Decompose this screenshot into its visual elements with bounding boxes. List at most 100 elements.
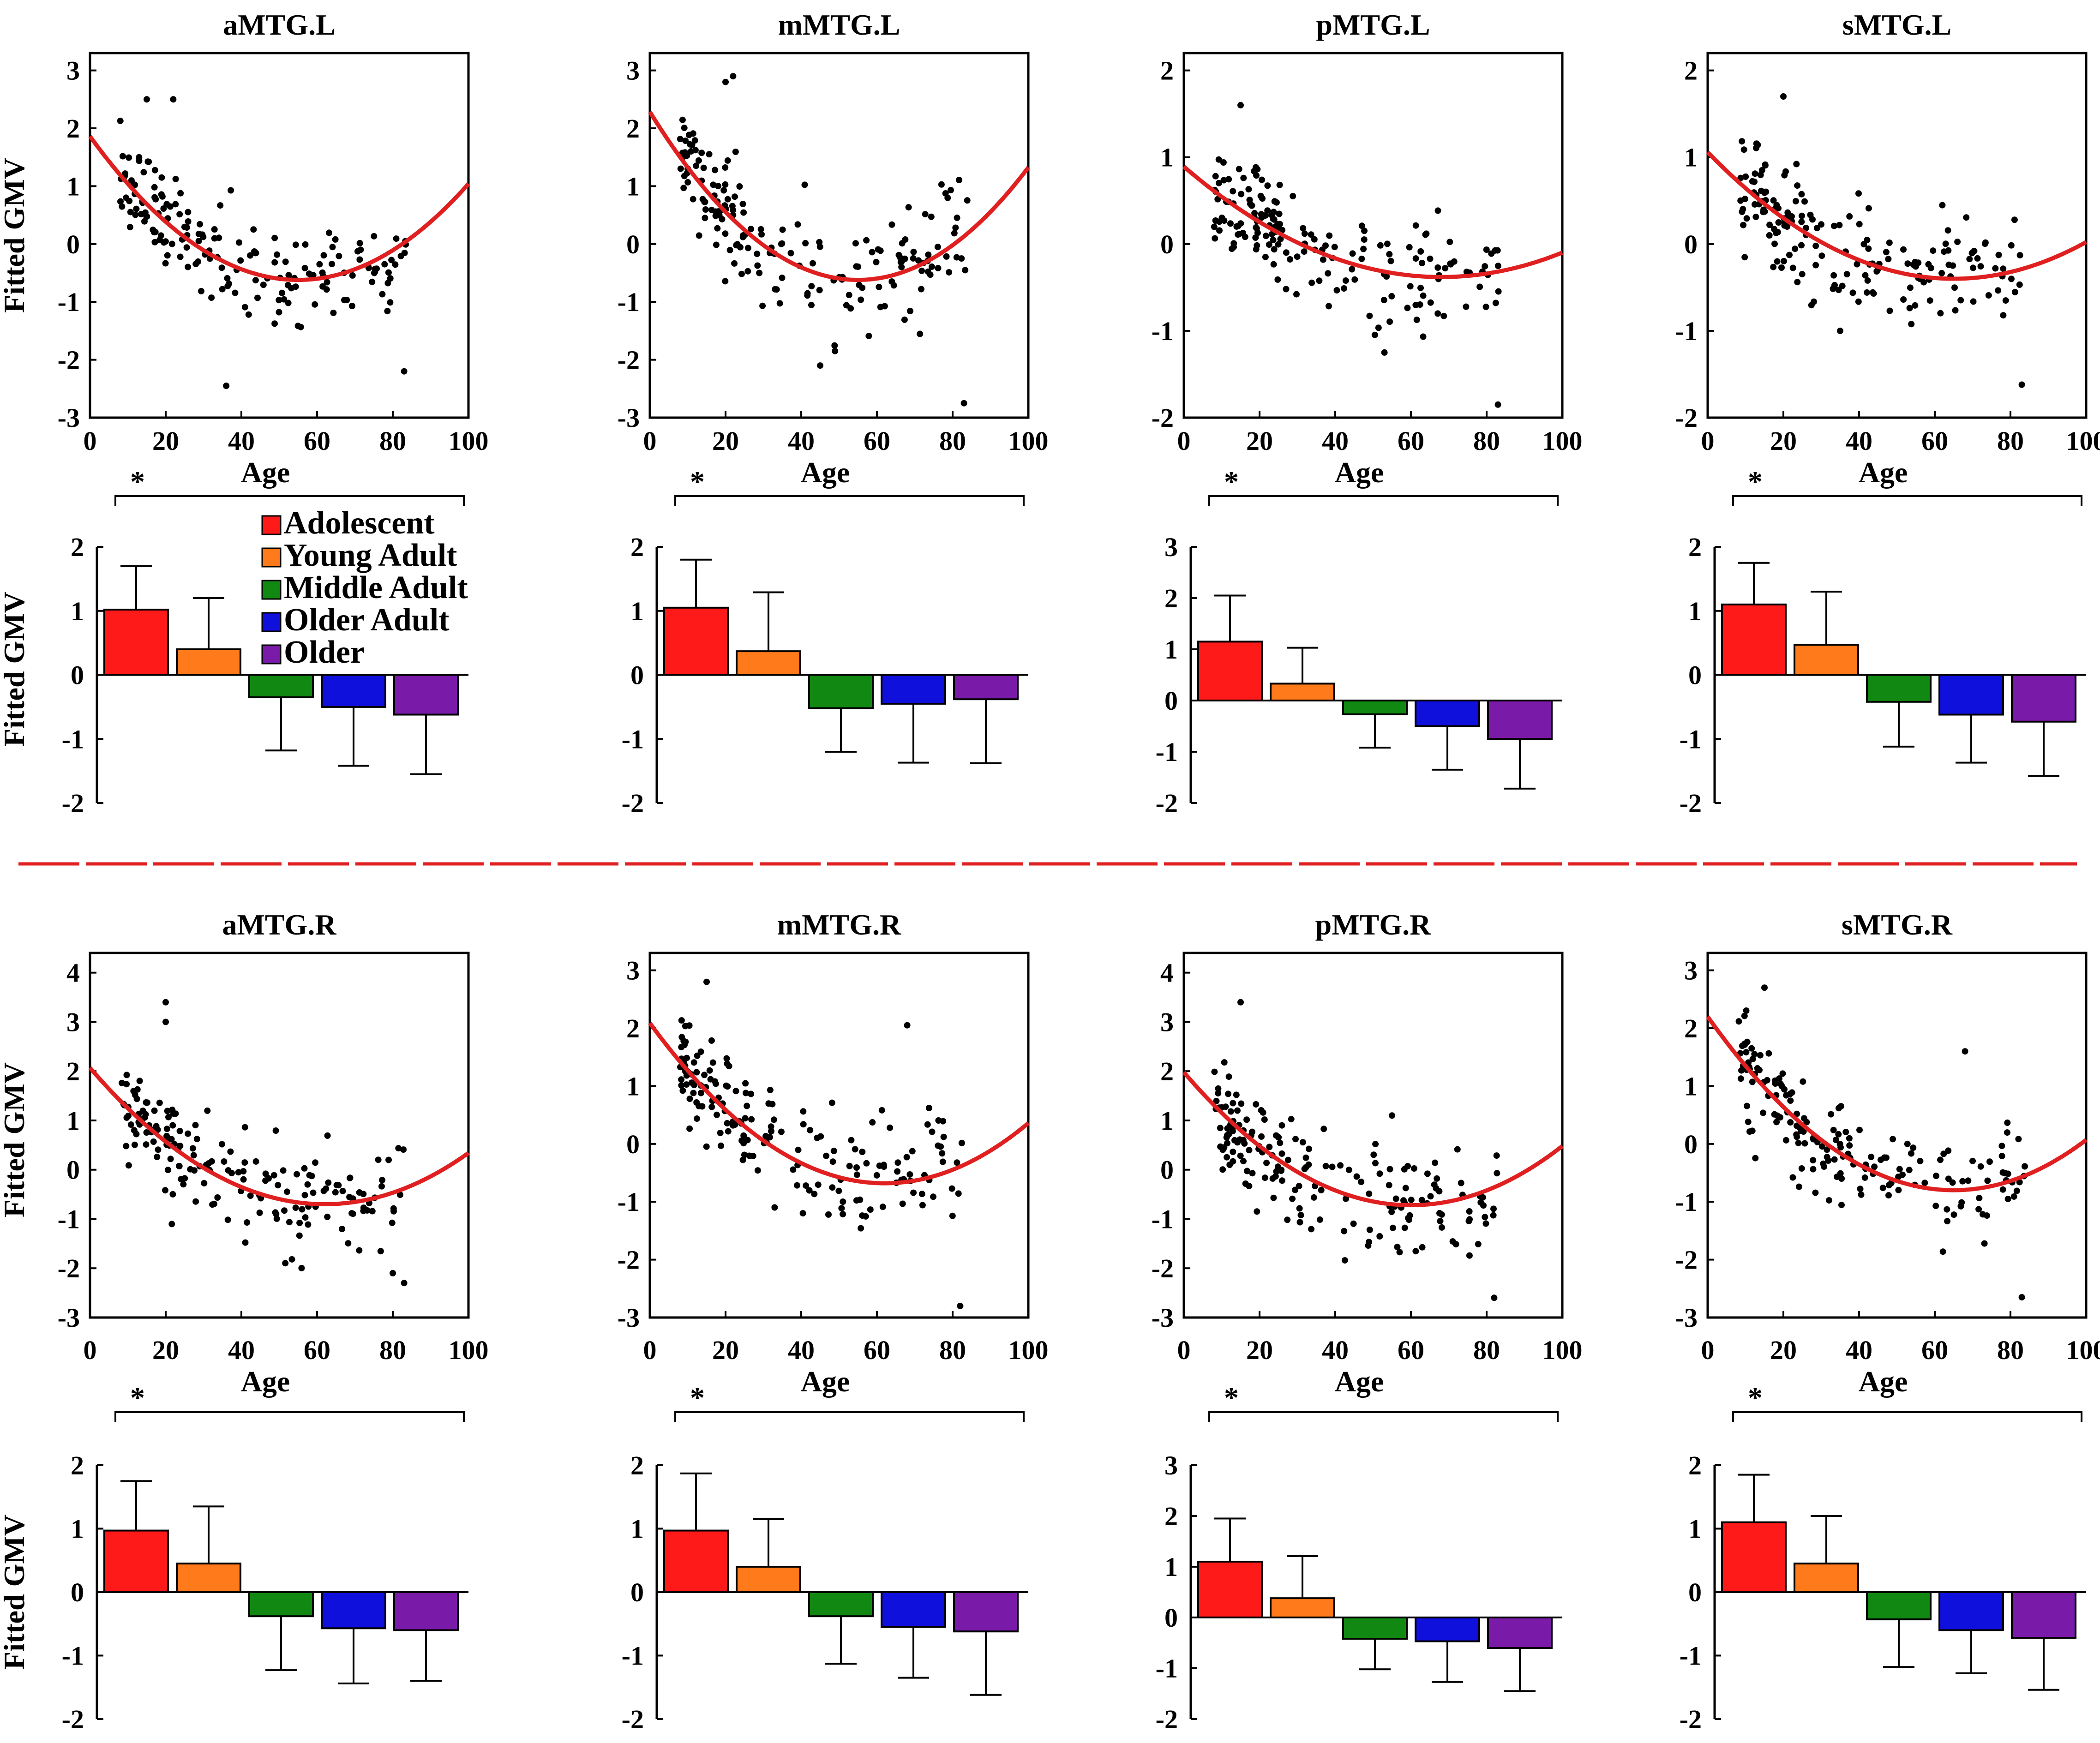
- scatter-point: [1917, 1157, 1924, 1164]
- scatter-point: [1392, 1195, 1399, 1202]
- y-tick-label: 2: [66, 1056, 80, 1086]
- scatter-point: [754, 251, 761, 258]
- scatter-point: [1945, 261, 1952, 268]
- y-tick-label: 0: [1684, 229, 1698, 259]
- scatter-point: [1774, 258, 1781, 265]
- scatter-point: [1494, 401, 1501, 408]
- scatter-point: [197, 221, 203, 228]
- legend-label: Middle Adult: [284, 570, 468, 605]
- scatter-point: [181, 223, 188, 230]
- x-tick-label: 0: [1701, 426, 1715, 456]
- scatter-point: [132, 1091, 138, 1098]
- scatter-point: [1744, 1102, 1750, 1109]
- scatter-point: [1757, 1052, 1764, 1059]
- scatter-point: [1818, 252, 1825, 259]
- scatter-point: [928, 263, 935, 270]
- scatter-point: [1927, 264, 1934, 271]
- scatter-point: [1766, 222, 1773, 228]
- scatter-point: [1999, 1186, 2006, 1193]
- scatter-point: [1407, 283, 1414, 290]
- scatter-point: [1878, 1156, 1884, 1163]
- scatter-point: [1770, 264, 1777, 270]
- x-tick-label: 0: [1177, 1335, 1191, 1365]
- scatter-point: [227, 1148, 234, 1155]
- bar-young-adult: [1794, 1563, 1859, 1593]
- significance-bracket: [674, 495, 1025, 506]
- scatter-point: [956, 177, 963, 183]
- scatter-point: [688, 1079, 695, 1086]
- scatter-point: [1396, 1249, 1403, 1256]
- scatter-point: [292, 1204, 299, 1211]
- y-tick-label: -3: [1675, 1303, 1698, 1333]
- scatter-point: [1238, 1100, 1245, 1107]
- y-tick-label: 0: [1684, 1129, 1698, 1159]
- scatter-point: [1963, 214, 1970, 221]
- scatter-point: [117, 117, 124, 124]
- scatter-point: [379, 1177, 386, 1184]
- scatter-point: [236, 239, 242, 246]
- scatter-point: [151, 239, 158, 246]
- chart-panel: mMTG.R 0 20 40 60 80 100 -3 -2 -1 0 1 2 3 Age -2 -1 0 1 2 *: [618, 908, 1049, 1734]
- scatter-point: [1944, 1206, 1950, 1213]
- scatter-frame: [89, 952, 470, 1319]
- scatter-point: [754, 1167, 761, 1174]
- scatter-point: [1289, 1195, 1296, 1202]
- scatter-point: [2015, 1136, 2022, 1143]
- scatter-point: [918, 286, 924, 293]
- scatter-point: [863, 1160, 870, 1167]
- y-tick-label: -3: [58, 403, 80, 433]
- scatter-point: [1831, 222, 1837, 229]
- scatter-point: [252, 250, 259, 257]
- scatter-point: [862, 1213, 869, 1220]
- scatter-point: [1992, 265, 1999, 272]
- y-tick-label: -2: [1675, 1245, 1698, 1275]
- bar-y-tick-label: -2: [1680, 788, 1702, 818]
- scatter-point: [1292, 1186, 1299, 1193]
- scatter-point: [954, 1159, 960, 1166]
- scatter-point: [1868, 1153, 1875, 1160]
- scatter-point: [1308, 1226, 1315, 1233]
- scatter-point: [326, 229, 332, 236]
- scatter-point: [1962, 1048, 1968, 1055]
- scatter-point: [938, 181, 945, 188]
- y-tick-label: -2: [1675, 403, 1698, 433]
- scatter-point: [1912, 302, 1919, 309]
- y-tick-label: 4: [1160, 958, 1174, 988]
- scatter-point: [1862, 272, 1869, 279]
- bar-y-tick-label: 0: [1164, 686, 1178, 716]
- scatter-point: [1837, 1170, 1844, 1177]
- scatter-point: [1216, 227, 1223, 234]
- scatter-point: [718, 1142, 724, 1149]
- scatter-point: [733, 242, 740, 249]
- scatter-point: [1366, 312, 1373, 319]
- scatter-point: [1939, 202, 1946, 209]
- scatter-point: [840, 1198, 846, 1205]
- scatter-point: [1242, 234, 1248, 240]
- scatter-point: [825, 1211, 832, 1218]
- x-tick-label: 80: [939, 1335, 966, 1365]
- scatter-point: [1233, 223, 1240, 230]
- scatter-point: [1292, 1136, 1299, 1143]
- scatter-point: [1798, 191, 1805, 198]
- scatter-point: [1995, 252, 2002, 258]
- scatter-point: [741, 1151, 748, 1158]
- scatter-point: [181, 1175, 188, 1182]
- scatter-point: [1302, 1154, 1309, 1161]
- scatter-point: [717, 1130, 724, 1136]
- scatter-point: [1783, 1092, 1790, 1099]
- bar-y-tick-label: -1: [1156, 1653, 1178, 1683]
- scatter-point: [223, 383, 230, 389]
- scatter-point: [1970, 264, 1977, 271]
- scatter-point: [339, 1187, 346, 1194]
- scatter-point: [1316, 277, 1323, 284]
- scatter-point: [2004, 1119, 2011, 1126]
- scatter-point: [1771, 1077, 1778, 1084]
- scatter-point: [958, 255, 965, 262]
- scatter-point: [858, 1225, 864, 1232]
- scatter-point: [1342, 277, 1349, 284]
- scatter-point: [1447, 261, 1454, 268]
- scatter-point: [1751, 1051, 1758, 1058]
- bar-y-tick-label: 2: [630, 532, 644, 562]
- scatter-point: [241, 1124, 248, 1131]
